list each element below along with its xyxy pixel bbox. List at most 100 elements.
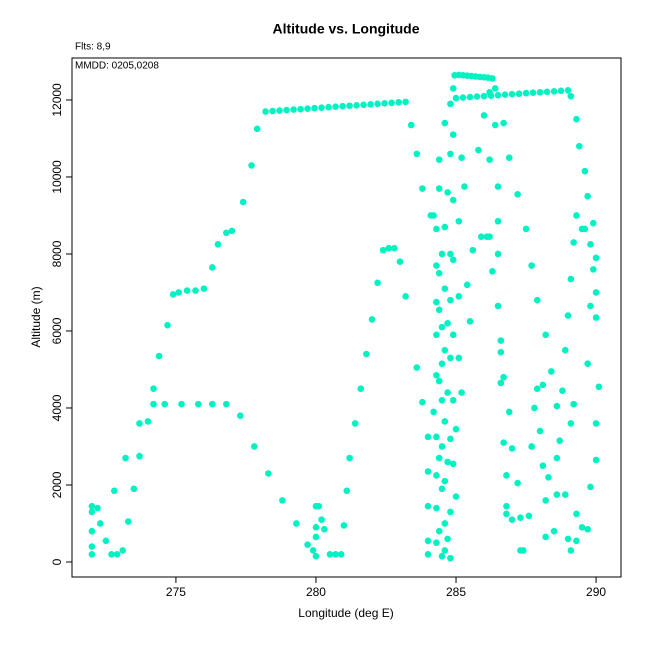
point	[332, 550, 339, 558]
point	[494, 91, 502, 99]
y-tick-label: 8000	[50, 240, 64, 267]
point	[559, 387, 566, 394]
point	[110, 487, 118, 495]
point	[447, 435, 454, 443]
point	[239, 198, 247, 206]
point	[497, 337, 505, 344]
point	[391, 244, 398, 252]
point	[589, 266, 597, 273]
point	[553, 491, 561, 498]
point	[533, 296, 541, 304]
point	[592, 314, 600, 321]
point	[441, 520, 449, 527]
point	[547, 368, 555, 375]
point	[125, 518, 132, 525]
point	[441, 477, 449, 485]
point	[343, 487, 351, 495]
annotation: MMDD: 0205,0208	[75, 61, 159, 72]
point	[283, 106, 290, 114]
point	[424, 468, 432, 475]
point	[385, 244, 393, 252]
point	[312, 552, 320, 560]
point	[433, 331, 440, 339]
point	[419, 398, 426, 406]
point	[200, 285, 208, 292]
point	[466, 318, 474, 325]
point	[573, 510, 580, 518]
point	[150, 385, 157, 393]
point	[248, 162, 255, 169]
point	[447, 554, 454, 562]
point	[500, 439, 507, 446]
point	[458, 389, 465, 396]
point	[161, 400, 169, 408]
point	[592, 420, 600, 427]
point	[312, 524, 320, 531]
point	[517, 514, 524, 522]
point	[477, 233, 485, 240]
point	[570, 400, 577, 408]
point	[556, 437, 563, 445]
x-axis-label: Longitude (deg E)	[298, 606, 393, 620]
point	[262, 108, 269, 115]
point	[441, 547, 449, 554]
point	[136, 452, 143, 460]
point	[169, 291, 177, 298]
y-tick-label: 12000	[50, 83, 64, 117]
point	[501, 91, 509, 98]
point	[441, 119, 449, 127]
point	[195, 400, 202, 408]
point	[573, 212, 580, 219]
point	[209, 264, 216, 271]
point	[435, 156, 443, 163]
point	[539, 462, 547, 470]
point	[407, 121, 415, 129]
point	[130, 485, 138, 493]
point	[438, 443, 446, 450]
point	[379, 246, 387, 254]
point	[444, 389, 451, 396]
point	[486, 233, 493, 240]
point	[441, 285, 449, 292]
point	[402, 293, 409, 300]
point	[500, 119, 507, 127]
point	[567, 275, 575, 283]
point	[321, 525, 328, 533]
point	[309, 547, 317, 554]
point	[539, 381, 547, 389]
point	[435, 306, 443, 314]
point	[503, 472, 510, 479]
point	[444, 535, 451, 543]
chart-title: Altitude vs. Longitude	[273, 21, 420, 37]
point	[435, 454, 443, 462]
point	[108, 550, 115, 558]
point	[550, 527, 558, 535]
point	[178, 400, 185, 408]
point	[424, 433, 432, 441]
point	[514, 190, 521, 198]
point	[360, 101, 367, 109]
point	[311, 104, 318, 112]
point	[438, 396, 446, 404]
point	[575, 142, 583, 150]
point	[573, 537, 580, 545]
point	[402, 98, 409, 106]
y-axis-label: Altitude (m)	[29, 286, 43, 347]
point	[136, 420, 143, 427]
point	[150, 400, 157, 408]
point	[175, 289, 183, 296]
point	[315, 502, 323, 510]
point	[435, 527, 443, 535]
point	[494, 302, 502, 310]
point	[592, 289, 600, 296]
point	[253, 125, 261, 133]
point	[441, 346, 449, 354]
point	[395, 99, 402, 106]
point	[433, 298, 440, 306]
point	[505, 408, 513, 416]
point	[505, 154, 513, 162]
point	[357, 385, 365, 393]
point	[433, 225, 440, 233]
point	[290, 106, 297, 113]
point	[491, 121, 499, 129]
